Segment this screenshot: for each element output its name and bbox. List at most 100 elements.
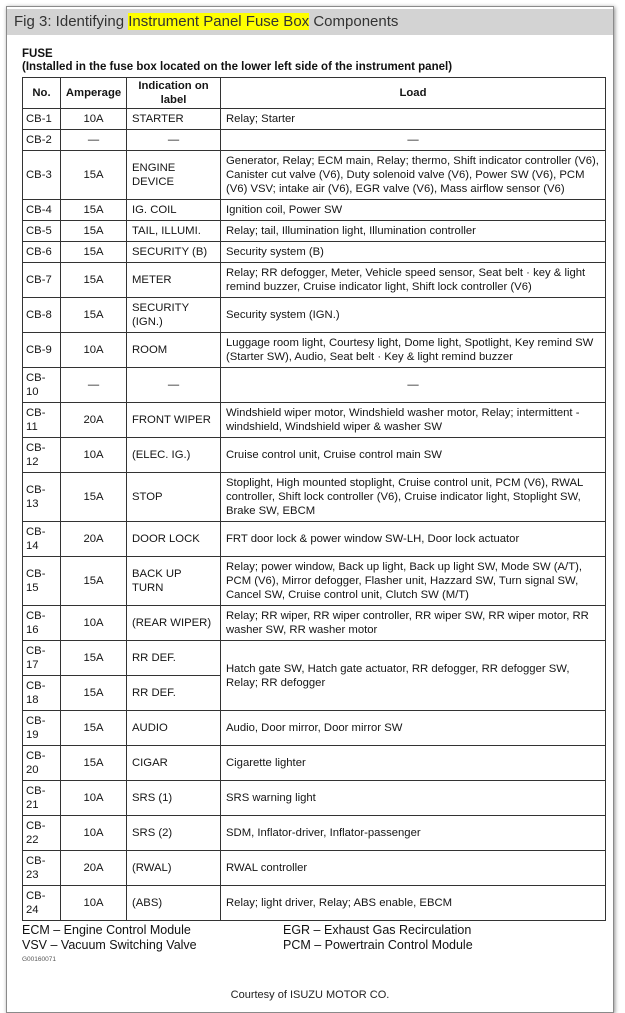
fuse-number: CB-2 — [22, 129, 61, 151]
fuse-number: CB-17 — [22, 640, 61, 676]
fuse-number: CB-5 — [22, 220, 61, 242]
fuse-heading: FUSE — [22, 48, 53, 60]
load-description: Generator, Relay; ECM main, Relay; therm… — [220, 150, 606, 200]
table-row: CB-18 15A RR DEF. — [22, 675, 606, 711]
col-no: No. — [22, 77, 61, 109]
load-description: Relay; RR defogger, Meter, Vehicle speed… — [220, 262, 606, 298]
load-description: SRS warning light — [220, 780, 606, 816]
table-row: CB-7 15A METER Relay; RR defogger, Meter, V… — [22, 262, 606, 298]
amperage: 15A — [60, 640, 127, 676]
amperage: 15A — [60, 556, 127, 606]
col-indication: Indication on label — [126, 77, 221, 109]
figure-frame: Fig 3: Identifying Instrument Panel Fuse… — [6, 6, 614, 1013]
table-row: CB-19 15A AUDIO Audio, Door mirror, Door mi… — [22, 710, 606, 746]
amperage: 15A — [60, 150, 127, 200]
title-bar: Fig 3: Identifying Instrument Panel Fuse… — [7, 9, 613, 35]
table-body: CB-1 10A STARTER Relay; Starter CB-2— — — CB-3 1… — [22, 108, 606, 921]
label-indication: FRONT WIPER — [126, 402, 221, 438]
fuse-number: CB-20 — [22, 745, 61, 781]
fuse-number: CB-9 — [22, 332, 61, 368]
table-row: CB-8 15A SECURITY (IGN.) Security system (I… — [22, 297, 606, 333]
amperage: 10A — [60, 885, 127, 921]
legend-pcm: PCM – Powertrain Control Module — [283, 938, 473, 952]
amperage: 10A — [60, 108, 127, 130]
table-header-row: No. Amperage Indication on label Load — [22, 77, 606, 109]
amperage: 15A — [60, 220, 127, 242]
table-row: CB-1 10A STARTER Relay; Starter — [22, 108, 606, 130]
table-row: CB-22 10A SRS (2) SDM, Inflator-driver, Inf… — [22, 815, 606, 851]
load-description: Cruise control unit, Cruise control main… — [220, 437, 606, 473]
amperage: 20A — [60, 402, 127, 438]
fuse-number: CB-22 — [22, 815, 61, 851]
amperage: 15A — [60, 297, 127, 333]
load-description: Cigarette lighter — [220, 745, 606, 781]
table-row: CB-15 15A BACK UP TURN Relay; power window,… — [22, 556, 606, 606]
legend-left: ECM – Engine Control Module VSV – Vacuum… — [22, 923, 283, 953]
amperage: 15A — [60, 710, 127, 746]
amperage: 10A — [60, 332, 127, 368]
legend-right: EGR – Exhaust Gas Recirculation PCM – Po… — [283, 923, 613, 953]
table-row: CB-5 15A TAIL, ILLUMI. Relay; tail, Illumin… — [22, 220, 606, 242]
load-description: Relay; light driver, Relay; ABS enable, … — [220, 885, 606, 921]
fuse-number: CB-13 — [22, 472, 61, 522]
table-row: CB-21 10A SRS (1) SRS warning light — [22, 780, 606, 816]
load-description: Luggage room light, Courtesy light, Dome… — [220, 332, 606, 368]
amperage: 15A — [60, 745, 127, 781]
table-row: CB-4 15A IG. COIL Ignition coil, Power SW — [22, 199, 606, 221]
fuse-number: CB-24 — [22, 885, 61, 921]
amperage: 15A — [60, 262, 127, 298]
fuse-number: CB-3 — [22, 150, 61, 200]
fuse-heading-block: FUSE (Installed in the fuse box located … — [22, 48, 613, 74]
table-row: CB-23 20A (RWAL) RWAL controller — [22, 850, 606, 886]
label-indication: — — [126, 367, 221, 403]
amperage: 10A — [60, 780, 127, 816]
label-indication: STARTER — [126, 108, 221, 130]
fuse-number: CB-10 — [22, 367, 61, 403]
amperage: 10A — [60, 605, 127, 641]
label-indication: RR DEF. — [126, 640, 221, 676]
load-description: — — [220, 129, 606, 151]
label-indication: (ELEC. IG.) — [126, 437, 221, 473]
load-description: — — [220, 367, 606, 403]
table-row: CB-11 20A FRONT WIPER Windshield wiper moto… — [22, 402, 606, 438]
amperage: 20A — [60, 521, 127, 557]
table-row: CB-2— — — — [22, 129, 606, 151]
label-indication: AUDIO — [126, 710, 221, 746]
legend-ecm: ECM – Engine Control Module — [22, 923, 191, 937]
title-prefix: Fig 3: Identifying — [14, 13, 129, 30]
label-indication: STOP — [126, 472, 221, 522]
amperage: 15A — [60, 472, 127, 522]
table-row: CB-10— — — — [22, 367, 606, 403]
table-row: CB-13 15A STOP Stoplight, High mounted stop… — [22, 472, 606, 522]
title-highlight: Instrument Panel Fuse Box — [128, 13, 310, 30]
label-indication: DOOR LOCK — [126, 521, 221, 557]
label-indication: SRS (1) — [126, 780, 221, 816]
load-description: Relay; Starter — [220, 108, 606, 130]
fuse-number: CB-15 — [22, 556, 61, 606]
fuse-number: CB-19 — [22, 710, 61, 746]
load-description: FRT door lock & power window SW-LH, Door… — [220, 521, 606, 557]
amperage: 10A — [60, 815, 127, 851]
load-description: SDM, Inflator-driver, Inflator-passenger — [220, 815, 606, 851]
fuse-number: CB-1 — [22, 108, 61, 130]
fuse-number: CB-11 — [22, 402, 61, 438]
label-indication: SECURITY (B) — [126, 241, 221, 263]
label-indication: (ABS) — [126, 885, 221, 921]
label-indication: METER — [126, 262, 221, 298]
load-description: Windshield wiper motor, Windshield washe… — [220, 402, 606, 438]
courtesy-note: Courtesy of ISUZU MOTOR CO. — [230, 989, 390, 1001]
fuse-number: CB-7 — [22, 262, 61, 298]
fuse-number: CB-12 — [22, 437, 61, 473]
load-description: Audio, Door mirror, Door mirror SW — [220, 710, 606, 746]
label-indication: CIGAR — [126, 745, 221, 781]
table-row: CB-14 20A DOOR LOCK FRT door lock & power w… — [22, 521, 606, 557]
title-suffix: Components — [309, 13, 399, 30]
label-indication: ENGINE DEVICE — [126, 150, 221, 200]
table-row: CB-12 10A (ELEC. IG.) Cruise control unit, … — [22, 437, 606, 473]
fuse-table: No. Amperage Indication on label Load CB… — [22, 77, 606, 921]
amperage: 15A — [60, 199, 127, 221]
fuse-number: CB-16 — [22, 605, 61, 641]
amperage: 10A — [60, 437, 127, 473]
table-row: CB-20 15A CIGAR Cigarette lighter — [22, 745, 606, 781]
table-row: CB-6 15A SECURITY (B) Security system (B) — [22, 241, 606, 263]
